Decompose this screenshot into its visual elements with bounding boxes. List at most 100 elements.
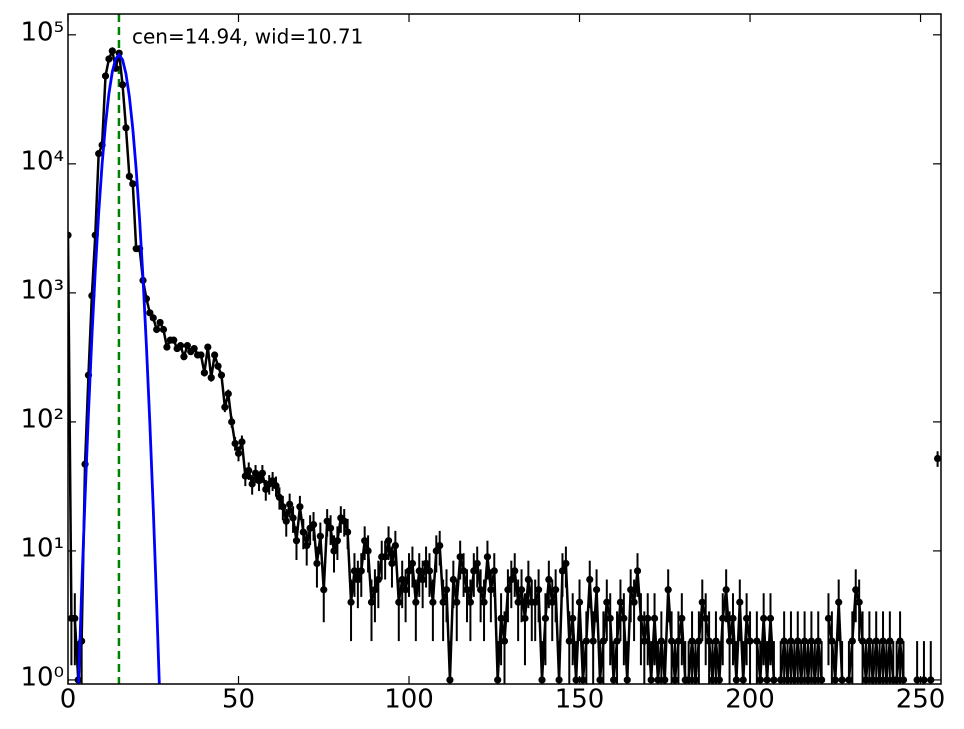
data-point [872, 637, 880, 645]
data-point [589, 637, 597, 645]
data-point [405, 567, 413, 575]
data-point [354, 575, 362, 584]
annotation: cen=14.94, wid=10.71 [132, 25, 363, 49]
y-tick-label: 10¹ [20, 533, 64, 563]
data-point [596, 676, 604, 684]
data-point [228, 418, 236, 426]
data-point [108, 47, 116, 55]
data-point [214, 362, 222, 370]
data-point [705, 637, 713, 645]
data-point [286, 500, 294, 508]
data-point [678, 614, 686, 622]
data-point [555, 676, 563, 684]
data-point [732, 676, 740, 684]
data-point [756, 676, 764, 684]
data-point [388, 559, 396, 568]
data-point [790, 676, 798, 684]
data-point [234, 449, 243, 457]
data-point [211, 351, 219, 359]
data-point [459, 567, 468, 575]
data-point [893, 676, 901, 684]
data-point [603, 598, 611, 606]
data-point [402, 586, 410, 594]
data-point [480, 598, 488, 606]
data-point [180, 353, 188, 361]
data-point [913, 676, 921, 684]
data-point [879, 637, 887, 645]
data-point [927, 676, 935, 684]
data-point [644, 614, 652, 622]
data-point [770, 676, 778, 684]
data-point [183, 342, 191, 350]
data-point [766, 614, 775, 622]
data-point [586, 575, 594, 584]
data-point [562, 559, 570, 568]
data-point [899, 676, 908, 684]
data-point [279, 503, 287, 511]
data-point [463, 586, 471, 594]
data-point [504, 586, 512, 594]
data-point [238, 438, 246, 446]
data-point [654, 676, 662, 684]
data-point [248, 480, 256, 488]
data-point [623, 676, 631, 684]
data-point [613, 637, 621, 645]
data-point [575, 598, 584, 606]
data-point [606, 614, 614, 622]
data-point [760, 614, 768, 622]
data-point [777, 676, 785, 684]
data-point [541, 614, 550, 622]
data-point [814, 637, 822, 645]
data-point [361, 537, 369, 545]
data-point [664, 586, 672, 594]
data-point [831, 676, 839, 684]
data-point [313, 559, 321, 568]
data-point [153, 325, 161, 334]
data-point [251, 469, 260, 477]
data-point [579, 676, 587, 684]
data-point [381, 553, 389, 561]
x-tick-label: 0 [60, 685, 77, 715]
y-tick-label: 10² [20, 404, 64, 434]
data-point [425, 567, 434, 575]
data-point [876, 676, 884, 684]
data-point [637, 614, 645, 622]
data-point [125, 172, 133, 180]
data-point [272, 482, 280, 490]
plot-data [68, 14, 941, 684]
data-point [101, 72, 110, 80]
data-point [207, 374, 215, 382]
data-point [633, 567, 642, 575]
data-point [419, 575, 427, 584]
data-point [374, 575, 382, 584]
data-point [217, 371, 226, 379]
data-point [858, 637, 867, 645]
data-point [524, 575, 532, 584]
data-point [466, 598, 474, 606]
data-point [702, 614, 710, 622]
data-point [122, 124, 130, 132]
data-point [640, 637, 648, 645]
data-point [398, 575, 406, 584]
y-tick-label: 10³ [20, 275, 64, 305]
data-point [695, 637, 703, 645]
data-point [743, 614, 751, 622]
data-point [453, 598, 461, 606]
data-point [538, 676, 546, 684]
data-point [736, 598, 744, 606]
data-point [446, 676, 454, 684]
data-point [442, 586, 451, 594]
data-point [490, 567, 498, 575]
data-point [221, 403, 229, 411]
data-point [620, 614, 628, 622]
data-point [245, 466, 253, 475]
data-point [794, 637, 802, 645]
data-point [316, 532, 324, 540]
data-point [835, 598, 843, 606]
data-point [190, 344, 198, 353]
data-point [650, 614, 659, 622]
data-point [647, 676, 655, 684]
data-point [473, 559, 481, 568]
data-point [838, 676, 846, 684]
